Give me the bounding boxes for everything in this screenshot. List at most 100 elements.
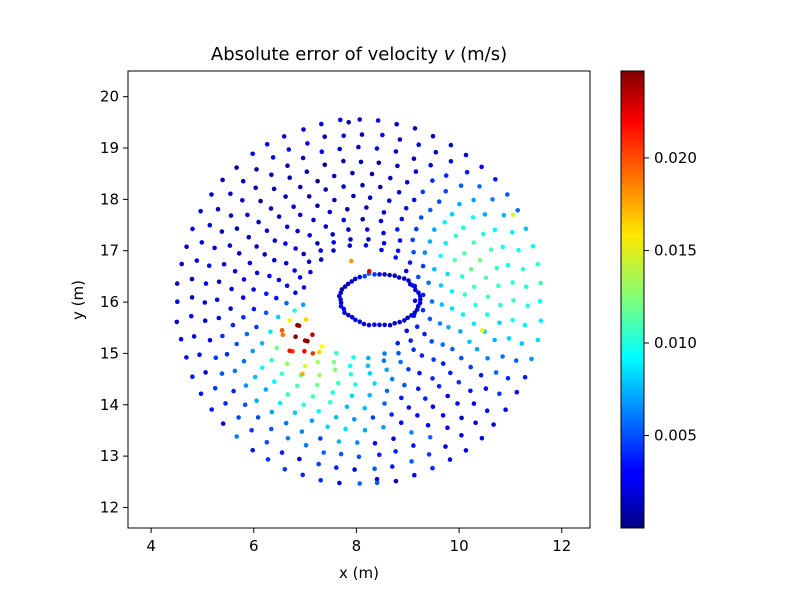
scatter-point: [362, 274, 368, 279]
scatter-point: [418, 297, 423, 302]
scatter-point: [334, 351, 339, 356]
scatter-point: [480, 231, 486, 237]
scatter-point: [538, 318, 544, 324]
scatter-point: [443, 189, 449, 194]
scatter-point: [199, 240, 205, 245]
scatter-point: [482, 212, 488, 217]
scatter-point: [448, 142, 454, 148]
scatter-point: [535, 261, 541, 267]
scatter-point: [254, 167, 259, 172]
scatter-point: [300, 302, 306, 308]
scatter-point: [430, 376, 435, 381]
scatter-point: [194, 258, 200, 263]
scatter-point: [484, 408, 490, 414]
scatter-point: [318, 248, 324, 253]
scatter-point: [361, 321, 367, 327]
scatter-point: [479, 328, 485, 333]
scatter-point: [431, 357, 436, 362]
scatter-point: [374, 476, 380, 482]
scatter-point: [514, 389, 520, 395]
scatter-point: [341, 158, 346, 164]
scatter-point: [330, 232, 336, 237]
scatter-point: [349, 279, 355, 284]
y-tick-label: 12: [100, 498, 119, 516]
scatter-point: [220, 333, 225, 339]
scatter-point: [284, 361, 290, 367]
scatter-point: [381, 240, 387, 246]
scatter-point: [341, 217, 347, 223]
scatter-point: [366, 355, 371, 361]
scatter-point: [356, 144, 361, 150]
scatter-point: [319, 344, 325, 349]
scatter-point: [325, 424, 330, 430]
scatter-point: [440, 413, 446, 418]
scatter-point: [342, 310, 347, 316]
scatter-point: [190, 374, 195, 380]
scatter-point: [276, 214, 282, 219]
colorbar: [621, 71, 644, 528]
scatter-point: [453, 233, 459, 239]
scatter-point: [426, 452, 432, 457]
scatter-point: [420, 307, 426, 313]
scatter-point: [357, 117, 363, 122]
scatter-point: [403, 268, 409, 274]
scatter-point: [462, 292, 468, 297]
scatter-point: [367, 269, 372, 274]
scatter-point: [327, 209, 333, 215]
scatter-point: [366, 237, 371, 242]
scatter-point: [292, 308, 297, 313]
scatter-point: [387, 272, 392, 278]
scatter-point: [236, 415, 241, 420]
scatter-point: [246, 234, 252, 240]
scatter-point: [287, 175, 293, 180]
scatter-point: [392, 321, 398, 326]
scatter-point: [523, 226, 529, 232]
scatter-point: [332, 367, 338, 373]
scatter-point: [420, 189, 426, 195]
scatter-point: [301, 285, 307, 290]
scatter-point: [529, 356, 534, 362]
scatter-point: [449, 306, 455, 311]
y-tick-label: 19: [100, 139, 119, 157]
scatter-point: [372, 322, 377, 328]
scatter-point: [365, 363, 371, 369]
scatter-point: [484, 312, 490, 317]
scatter-point: [381, 210, 387, 215]
scatter-point: [353, 317, 358, 323]
scatter-point: [174, 319, 180, 325]
scatter-point: [316, 409, 321, 414]
scatter-point: [419, 353, 425, 358]
y-axis-ticks: 12 13 14 15 16 17 18 19 20: [100, 88, 128, 516]
scatter-point: [389, 376, 395, 382]
scatter-point: [254, 398, 259, 404]
scatter-point: [228, 306, 233, 311]
scatter-point: [414, 324, 420, 330]
y-tick-label: 17: [100, 242, 119, 260]
scatter-point: [377, 322, 382, 328]
scatter-point: [272, 257, 277, 263]
scatter-point: [492, 227, 498, 233]
scatter-point: [265, 457, 271, 462]
scatter-point: [206, 263, 212, 269]
scatter-point: [198, 391, 204, 397]
scatter-point: [189, 276, 195, 282]
scatter-point: [493, 177, 498, 182]
scatter-point: [212, 245, 217, 251]
scatter-point: [245, 212, 250, 218]
scatter-point: [382, 272, 387, 277]
scatter-point: [382, 351, 387, 356]
scatter-point: [497, 391, 502, 397]
scatter-point: [388, 175, 393, 181]
scatter-point: [479, 435, 485, 441]
scatter-point: [315, 382, 320, 388]
scatter-point: [364, 227, 370, 232]
scatter-point: [301, 402, 307, 408]
scatter-point: [430, 404, 436, 410]
scatter-point: [425, 423, 431, 428]
scatter-point: [247, 260, 253, 266]
y-tick-label: 16: [100, 293, 119, 311]
scatter-point: [390, 464, 395, 469]
scatter-point: [422, 331, 427, 337]
scatter-point: [209, 407, 214, 412]
scatter-point: [439, 302, 445, 307]
